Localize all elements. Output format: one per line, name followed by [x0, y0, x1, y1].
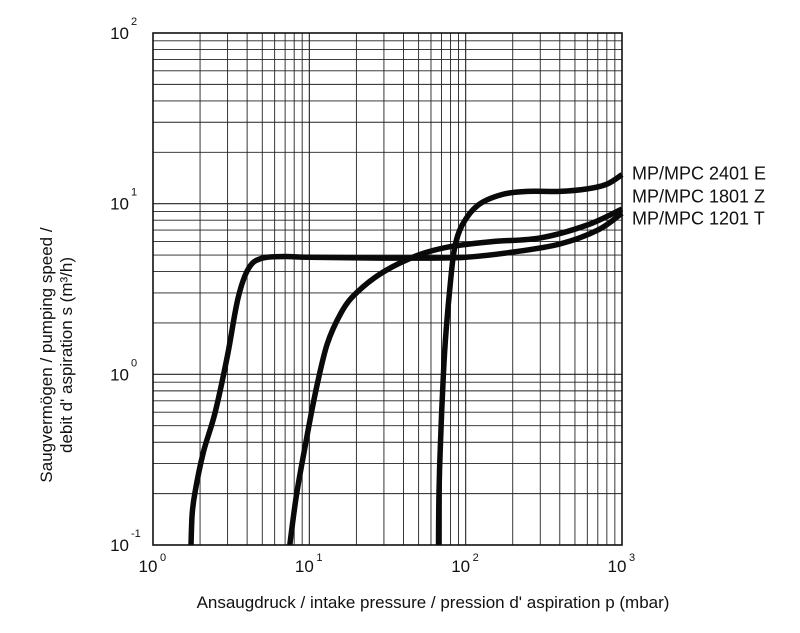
y-axis-label-line1: Saugvermögen / pumping speed / — [37, 227, 56, 482]
x-tick-label: 10 — [451, 557, 470, 576]
x-tick-label: 10 — [295, 557, 314, 576]
y-tick-exponent: 0 — [131, 357, 137, 369]
x-tick-exponent: 1 — [316, 552, 322, 564]
series-curve-2 — [287, 206, 624, 546]
series-labels: MP/MPC 1201 TMP/MPC 1801 Z MP/MPC 2401 E — [632, 164, 766, 229]
x-tick-label: 10 — [608, 557, 627, 576]
y-tick-label: 10 — [110, 536, 129, 555]
y-tick-label: 10 — [110, 24, 129, 43]
x-tick-exponent: 3 — [629, 552, 635, 564]
y-tick-label: 10 — [110, 365, 129, 384]
grid — [153, 33, 622, 545]
series-label-1: MP/MPC 1201 T — [632, 208, 765, 228]
x-tick-label: 10 — [139, 557, 158, 576]
x-tick-labels: 10 0 10 1 10 2 10 3 — [139, 552, 636, 576]
series-label-3: MP/MPC 2401 E — [632, 164, 766, 184]
curves — [188, 172, 624, 546]
y-tick-exponent: 2 — [131, 16, 137, 28]
plot-frame — [152, 32, 623, 546]
series-label-2: MP/MPC 1801 Z — [632, 187, 765, 207]
x-tick-exponent: 2 — [473, 552, 479, 564]
series-curve-3 — [435, 172, 624, 546]
y-tick-exponent: 1 — [131, 187, 137, 199]
x-axis-label: Ansaugdruck / intake pressure / pression… — [197, 593, 670, 612]
x-tick-exponent: 0 — [160, 552, 166, 564]
y-axis-label: Saugvermögen / pumping speed / debit d' … — [37, 227, 76, 482]
y-tick-exponent: -1 — [131, 528, 141, 540]
y-tick-label: 10 — [110, 195, 129, 214]
y-axis-label-line2: debit d' aspiration s (m³/h) — [57, 257, 76, 453]
series-curve-1 — [188, 210, 624, 546]
